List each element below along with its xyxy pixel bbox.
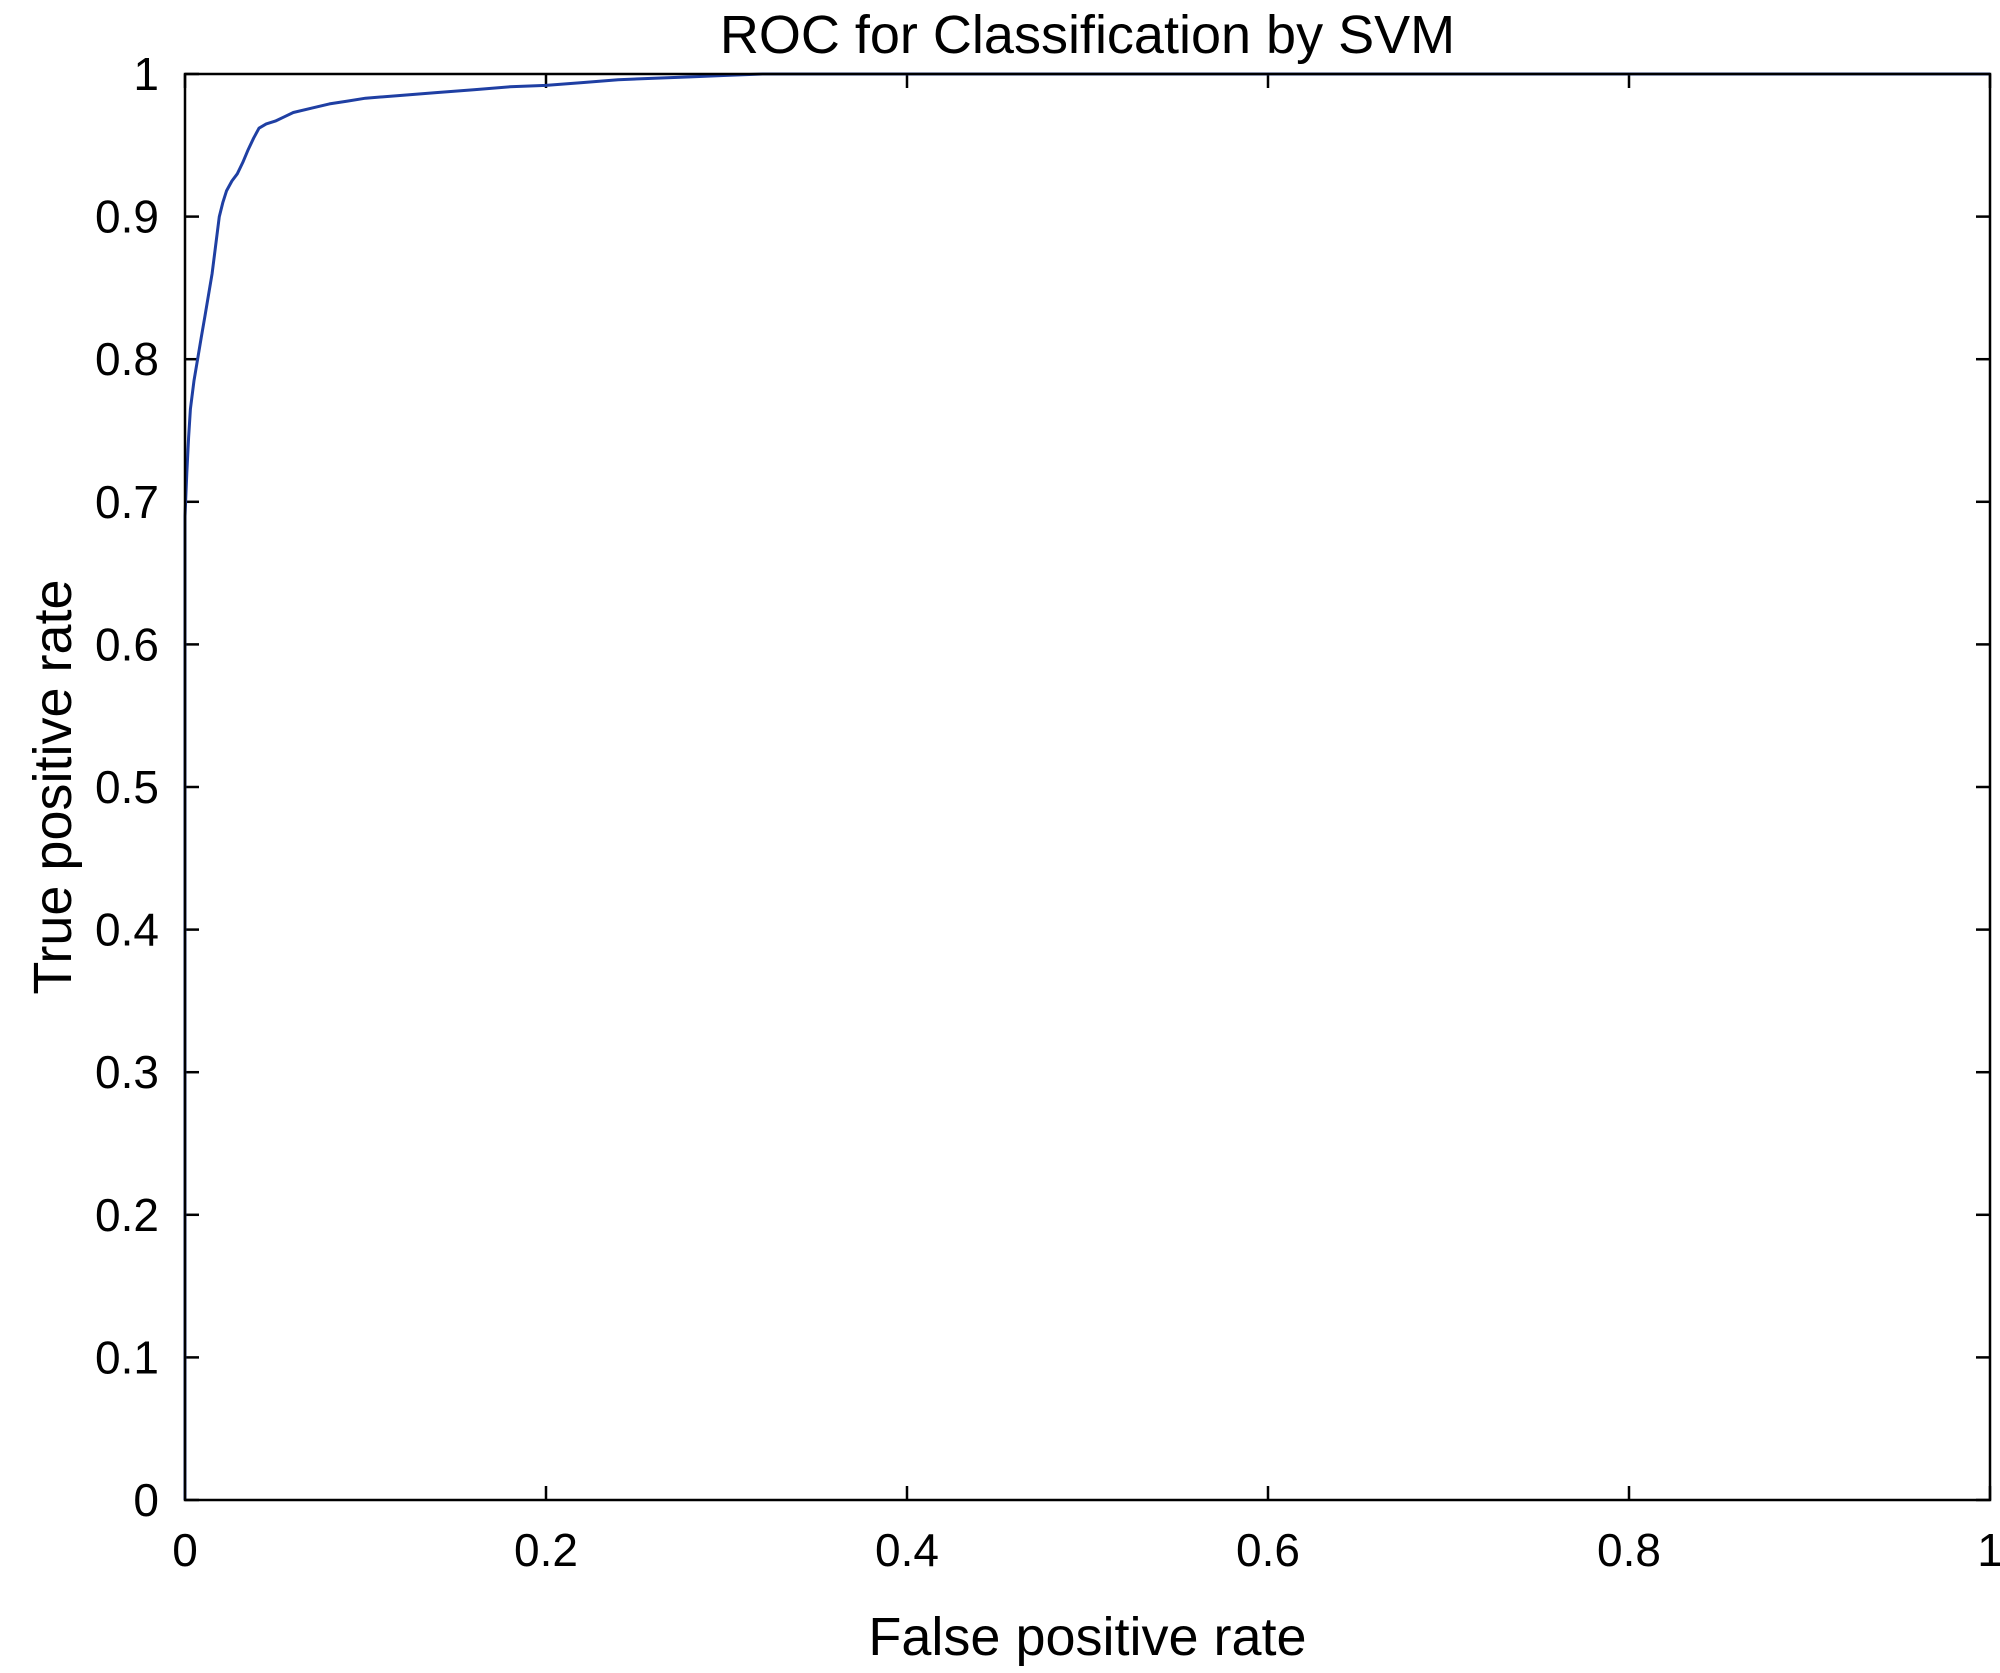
chart-title: ROC for Classification by SVM	[720, 5, 1455, 65]
y-tick-label: 0.9	[95, 191, 159, 243]
plot-area-border	[183, 72, 1992, 1502]
y-tick-label: 0.2	[95, 1189, 159, 1241]
y-axis-title: True positive rate	[23, 579, 83, 994]
x-tick-label: 0.2	[514, 1524, 578, 1576]
y-tick-label: 0.5	[95, 761, 159, 813]
x-tick-label: 1	[1977, 1524, 2000, 1576]
x-tick-label: 0.8	[1597, 1524, 1661, 1576]
y-tick-label: 0.4	[95, 904, 159, 956]
y-tick-label: 0	[133, 1474, 159, 1526]
tick-labels: 0 0.2 0.4 0.6 0.8 1 0 0.1 0.2 0.3 0.4 0.5 0.6 0.7 0.8 0…	[95, 48, 2000, 1576]
y-tick-label: 0.8	[95, 333, 159, 385]
y-tick-label: 0.7	[95, 476, 159, 528]
y-tick-label: 0.6	[95, 618, 159, 670]
y-tick-label: 0.1	[95, 1331, 159, 1383]
x-tick-label: 0.4	[875, 1524, 939, 1576]
x-axis-title: False positive rate	[868, 1607, 1306, 1667]
x-tick-label: 0.6	[1236, 1524, 1300, 1576]
y-tick-label: 1	[133, 48, 159, 100]
y-tick-label: 0.3	[95, 1046, 159, 1098]
x-tick-label: 0	[172, 1524, 198, 1576]
